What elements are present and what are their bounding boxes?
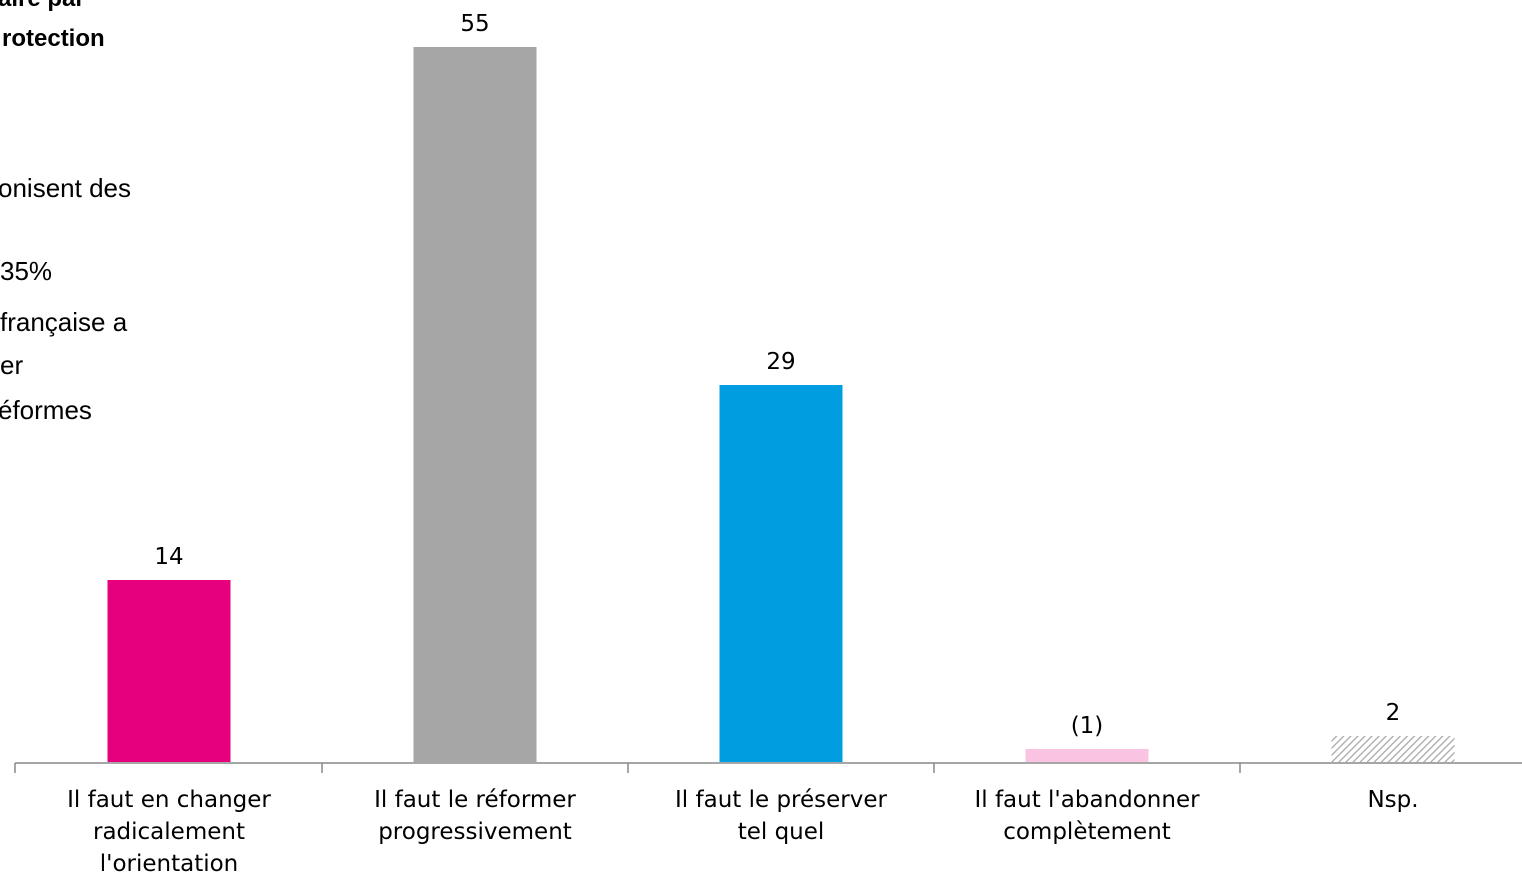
x-tick-label: Il faut le préserver tel quel — [675, 787, 887, 845]
annotation: onisent des — [0, 173, 131, 203]
annotation: er — [0, 350, 23, 380]
value-label: 29 — [766, 349, 795, 375]
value-label: 2 — [1386, 700, 1401, 726]
annotation: 35% — [0, 256, 52, 286]
annotation: française a — [0, 307, 128, 337]
x-tick-label: Nsp. — [1367, 787, 1419, 813]
x-tick-label: Il faut en changer radicalement l'orient… — [67, 787, 271, 877]
bar — [413, 47, 537, 762]
annotation: aire par — [0, 0, 85, 12]
bar — [107, 580, 231, 762]
value-label: 55 — [460, 11, 489, 37]
bar — [1331, 736, 1455, 762]
bar — [719, 385, 843, 762]
annotation: éformes — [0, 395, 92, 425]
value-label: (1) — [1071, 713, 1104, 739]
annotation: rotection — [2, 25, 105, 52]
bar — [1025, 749, 1149, 762]
value-label: 14 — [154, 544, 183, 570]
x-tick-label: Il faut le réformer progressivement — [374, 787, 576, 845]
x-tick-label: Il faut l'abandonner complètement — [974, 787, 1200, 845]
